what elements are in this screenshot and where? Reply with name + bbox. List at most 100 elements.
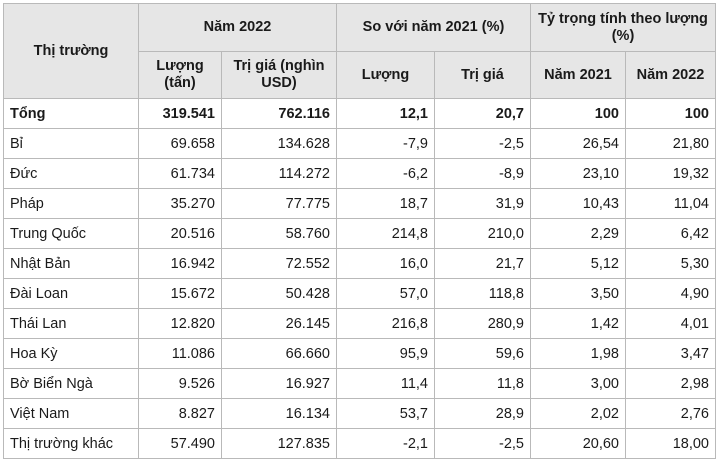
cell-share-2021: 26,54 xyxy=(530,128,626,159)
cell-value: 134.628 xyxy=(221,128,337,159)
table-row: Đức 61.734 114.272 -6,2 -8,9 23,10 19,32 xyxy=(3,158,716,189)
cell-change-value: 210,0 xyxy=(434,218,531,249)
header-share-2022: Năm 2022 xyxy=(625,51,716,99)
cell-volume: 12.820 xyxy=(138,308,222,339)
cell-share-2022: 5,30 xyxy=(625,248,716,279)
cell-value: 127.835 xyxy=(221,428,337,459)
cell-change-volume: -2,1 xyxy=(336,428,435,459)
cell-value: 50.428 xyxy=(221,278,337,309)
cell-change-value: 280,9 xyxy=(434,308,531,339)
cell-share-2022: 11,04 xyxy=(625,188,716,219)
cell-volume: 15.672 xyxy=(138,278,222,309)
cell-volume: 8.827 xyxy=(138,398,222,429)
cell-volume: 20.516 xyxy=(138,218,222,249)
cell-share-2022: 2,76 xyxy=(625,398,716,429)
cell-share-2022: 100 xyxy=(625,98,716,129)
cell-change-value: 28,9 xyxy=(434,398,531,429)
cell-change-value: -2,5 xyxy=(434,128,531,159)
cell-change-volume: 214,8 xyxy=(336,218,435,249)
cell-change-value: 118,8 xyxy=(434,278,531,309)
total-row: Tổng 319.541 762.116 12,1 20,7 100 100 xyxy=(3,98,716,129)
cell-share-2022: 3,47 xyxy=(625,338,716,369)
table-body: Tổng 319.541 762.116 12,1 20,7 100 100 Bỉ 69.658… xyxy=(3,98,716,459)
cell-volume: 69.658 xyxy=(138,128,222,159)
cell-share-2021: 5,12 xyxy=(530,248,626,279)
cell-volume: 319.541 xyxy=(138,98,222,129)
table-row: Đài Loan 15.672 50.428 57,0 118,8 3,50 4,90 xyxy=(3,278,716,309)
table-row: Việt Nam 8.827 16.134 53,7 28,9 2,02 2,76 xyxy=(3,398,716,429)
header-volume: Lượng (tấn) xyxy=(138,51,222,99)
cell-market: Thị trường khác xyxy=(3,428,139,459)
cell-change-value: -8,9 xyxy=(434,158,531,189)
header-vs-volume: Lượng xyxy=(336,51,435,99)
header-vs-2021: So với năm 2021 (%) xyxy=(336,3,531,52)
header-value: Trị giá (nghìn USD) xyxy=(221,51,337,99)
cell-change-volume: 53,7 xyxy=(336,398,435,429)
market-table: Thị trường Năm 2022 So với năm 2021 (%) … xyxy=(3,3,716,459)
cell-change-value: -2,5 xyxy=(434,428,531,459)
cell-change-volume: 16,0 xyxy=(336,248,435,279)
cell-value: 114.272 xyxy=(221,158,337,189)
table-row: Nhật Bản 16.942 72.552 16,0 21,7 5,12 5,30 xyxy=(3,248,716,279)
cell-share-2021: 20,60 xyxy=(530,428,626,459)
cell-volume: 16.942 xyxy=(138,248,222,279)
table-row: Thái Lan 12.820 26.145 216,8 280,9 1,42 4,01 xyxy=(3,308,716,339)
cell-value: 26.145 xyxy=(221,308,337,339)
table-header: Thị trường Năm 2022 So với năm 2021 (%) … xyxy=(3,3,716,99)
cell-share-2022: 6,42 xyxy=(625,218,716,249)
cell-market: Bỉ xyxy=(3,128,139,159)
cell-share-2022: 18,00 xyxy=(625,428,716,459)
header-year-2022: Năm 2022 xyxy=(138,3,337,52)
cell-value: 66.660 xyxy=(221,338,337,369)
cell-value: 58.760 xyxy=(221,218,337,249)
cell-share-2021: 23,10 xyxy=(530,158,626,189)
cell-change-volume: -7,9 xyxy=(336,128,435,159)
cell-market: Hoa Kỳ xyxy=(3,338,139,369)
table-row: Trung Quốc 20.516 58.760 214,8 210,0 2,29 6,42 xyxy=(3,218,716,249)
cell-change-value: 31,9 xyxy=(434,188,531,219)
table-row: Bờ Biển Ngà 9.526 16.927 11,4 11,8 3,00 2,98 xyxy=(3,368,716,399)
table-row: Hoa Kỳ 11.086 66.660 95,9 59,6 1,98 3,47 xyxy=(3,338,716,369)
cell-change-volume: 216,8 xyxy=(336,308,435,339)
cell-market: Đức xyxy=(3,158,139,189)
cell-market: Nhật Bản xyxy=(3,248,139,279)
cell-share-2022: 21,80 xyxy=(625,128,716,159)
header-row-1: Thị trường Năm 2022 So với năm 2021 (%) … xyxy=(3,3,716,99)
cell-change-value: 21,7 xyxy=(434,248,531,279)
cell-share-2021: 100 xyxy=(530,98,626,129)
cell-market: Pháp xyxy=(3,188,139,219)
cell-change-value: 59,6 xyxy=(434,338,531,369)
header-share: Tỷ trọng tính theo lượng (%) xyxy=(530,3,716,52)
market-table-wrapper: Thị trường Năm 2022 So với năm 2021 (%) … xyxy=(3,3,716,459)
cell-value: 16.134 xyxy=(221,398,337,429)
cell-value: 77.775 xyxy=(221,188,337,219)
cell-change-volume: -6,2 xyxy=(336,158,435,189)
cell-volume: 57.490 xyxy=(138,428,222,459)
cell-share-2021: 3,00 xyxy=(530,368,626,399)
cell-change-volume: 57,0 xyxy=(336,278,435,309)
cell-value: 72.552 xyxy=(221,248,337,279)
cell-value: 762.116 xyxy=(221,98,337,129)
cell-share-2022: 19,32 xyxy=(625,158,716,189)
table-row: Pháp 35.270 77.775 18,7 31,9 10,43 11,04 xyxy=(3,188,716,219)
cell-share-2022: 4,01 xyxy=(625,308,716,339)
header-market: Thị trường xyxy=(3,3,139,99)
cell-share-2022: 4,90 xyxy=(625,278,716,309)
cell-volume: 9.526 xyxy=(138,368,222,399)
cell-share-2022: 2,98 xyxy=(625,368,716,399)
cell-share-2021: 2,02 xyxy=(530,398,626,429)
cell-share-2021: 1,98 xyxy=(530,338,626,369)
cell-share-2021: 2,29 xyxy=(530,218,626,249)
cell-change-volume: 18,7 xyxy=(336,188,435,219)
cell-market: Đài Loan xyxy=(3,278,139,309)
cell-share-2021: 10,43 xyxy=(530,188,626,219)
cell-change-value: 20,7 xyxy=(434,98,531,129)
cell-share-2021: 3,50 xyxy=(530,278,626,309)
cell-volume: 11.086 xyxy=(138,338,222,369)
cell-market: Thái Lan xyxy=(3,308,139,339)
cell-change-volume: 95,9 xyxy=(336,338,435,369)
cell-volume: 61.734 xyxy=(138,158,222,189)
cell-market: Tổng xyxy=(3,98,139,129)
cell-change-volume: 12,1 xyxy=(336,98,435,129)
cell-market: Việt Nam xyxy=(3,398,139,429)
